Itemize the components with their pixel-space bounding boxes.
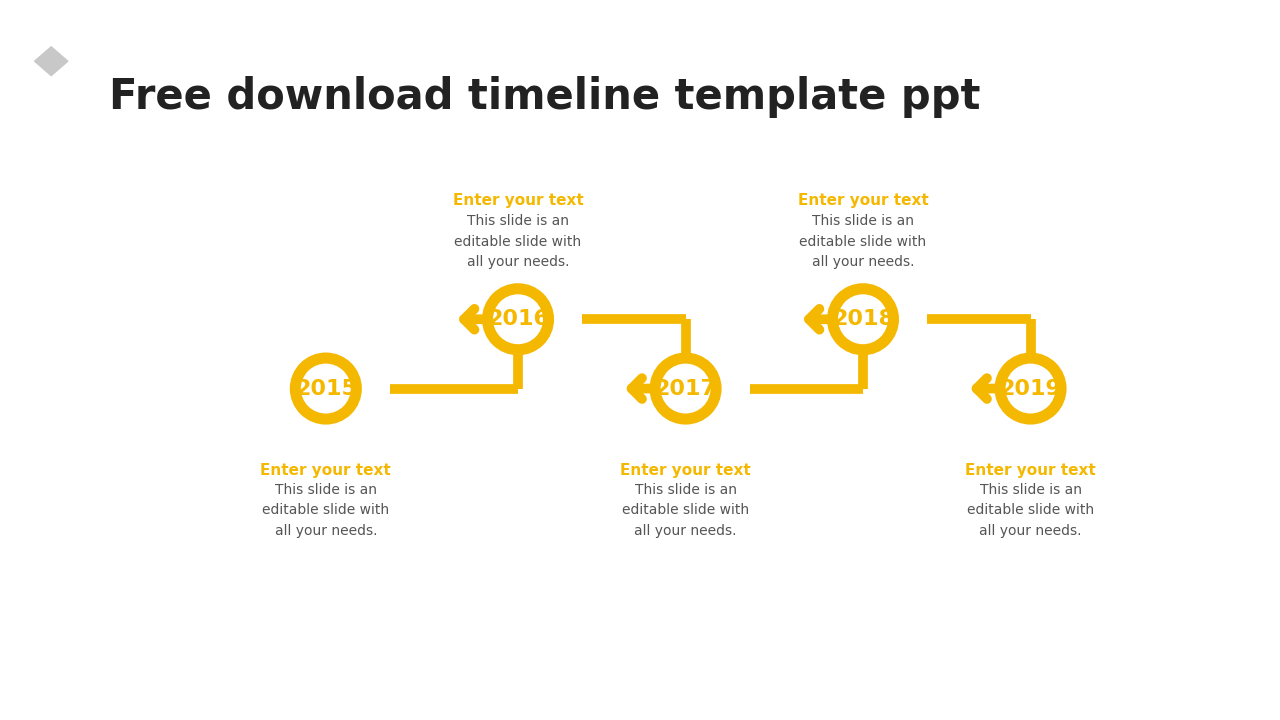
Circle shape xyxy=(660,364,710,413)
Text: This slide is an
editable slide with
all your needs.: This slide is an editable slide with all… xyxy=(966,483,1094,538)
Text: Enter your text: Enter your text xyxy=(260,464,392,478)
Text: Enter your text: Enter your text xyxy=(797,194,928,208)
Text: 2017: 2017 xyxy=(654,379,717,399)
Circle shape xyxy=(301,364,351,413)
Circle shape xyxy=(827,283,899,355)
Circle shape xyxy=(995,353,1066,425)
Circle shape xyxy=(838,294,888,344)
Text: 2016: 2016 xyxy=(486,310,549,329)
Circle shape xyxy=(1006,364,1056,413)
Text: Enter your text: Enter your text xyxy=(453,194,584,208)
Text: 2018: 2018 xyxy=(832,310,893,329)
Text: Enter your text: Enter your text xyxy=(965,464,1096,478)
Text: Free download timeline template ppt: Free download timeline template ppt xyxy=(109,76,980,117)
Circle shape xyxy=(649,353,722,425)
Text: 2019: 2019 xyxy=(1000,379,1061,399)
Text: This slide is an
editable slide with
all your needs.: This slide is an editable slide with all… xyxy=(454,214,581,269)
Circle shape xyxy=(493,294,543,344)
Circle shape xyxy=(483,283,554,355)
Text: This slide is an
editable slide with
all your needs.: This slide is an editable slide with all… xyxy=(262,483,389,538)
Text: This slide is an
editable slide with
all your needs.: This slide is an editable slide with all… xyxy=(622,483,749,538)
Text: 2015: 2015 xyxy=(294,379,357,399)
Circle shape xyxy=(289,353,362,425)
Text: This slide is an
editable slide with
all your needs.: This slide is an editable slide with all… xyxy=(800,214,927,269)
Text: Enter your text: Enter your text xyxy=(621,464,751,478)
